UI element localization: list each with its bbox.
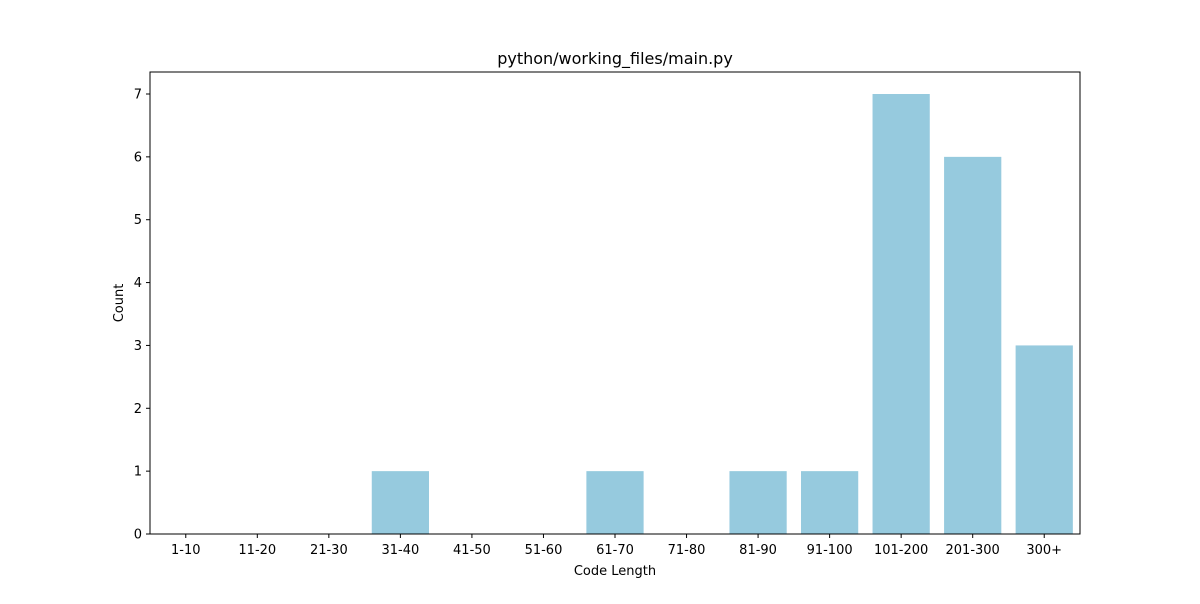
- bar-31-40: [371, 471, 429, 534]
- y-tick-label: 7: [134, 88, 142, 103]
- x-tick-label: 21-30: [310, 543, 348, 558]
- x-tick-label: 201-300: [946, 543, 1000, 558]
- x-tick-label: 300+: [1026, 543, 1062, 558]
- y-axis: 0 1 2 3 4 5 6 7: [134, 88, 150, 543]
- chart-title: python/working_files/main.py: [497, 49, 733, 69]
- bar-300+: [1015, 345, 1073, 534]
- x-tick-label: 1-10: [171, 543, 201, 558]
- plot-frame: [149, 71, 1081, 535]
- x-axis: 1-10 11-20 21-30 31-40 41-50 51-60 61-70 71-80 8…: [171, 534, 1062, 558]
- bar-91-100: [801, 471, 859, 534]
- y-tick-label: 1: [134, 465, 142, 480]
- bars-group: [371, 94, 1073, 534]
- x-tick-label: 71-80: [668, 543, 706, 558]
- x-tick-label: 61-70: [596, 543, 634, 558]
- y-tick-label: 6: [134, 150, 142, 165]
- x-tick-label: 11-20: [238, 543, 276, 558]
- x-tick-label: 41-50: [453, 543, 491, 558]
- y-tick-label: 4: [134, 276, 142, 291]
- x-tick-label: 31-40: [381, 543, 419, 558]
- bar-201-300: [944, 156, 1002, 534]
- y-axis-label: Count: [112, 284, 127, 323]
- y-tick-label: 5: [134, 213, 142, 228]
- x-tick-label: 91-100: [807, 543, 853, 558]
- y-tick-label: 3: [134, 339, 142, 354]
- x-tick-label: 81-90: [739, 543, 777, 558]
- x-axis-label: Code Length: [574, 564, 656, 579]
- bar-81-90: [729, 471, 787, 534]
- bar-61-70: [586, 471, 644, 534]
- y-tick-label: 2: [134, 402, 142, 417]
- bar-101-200: [872, 94, 930, 534]
- y-tick-label: 0: [134, 528, 142, 543]
- x-tick-label: 101-200: [874, 543, 928, 558]
- x-tick-label: 51-60: [525, 543, 563, 558]
